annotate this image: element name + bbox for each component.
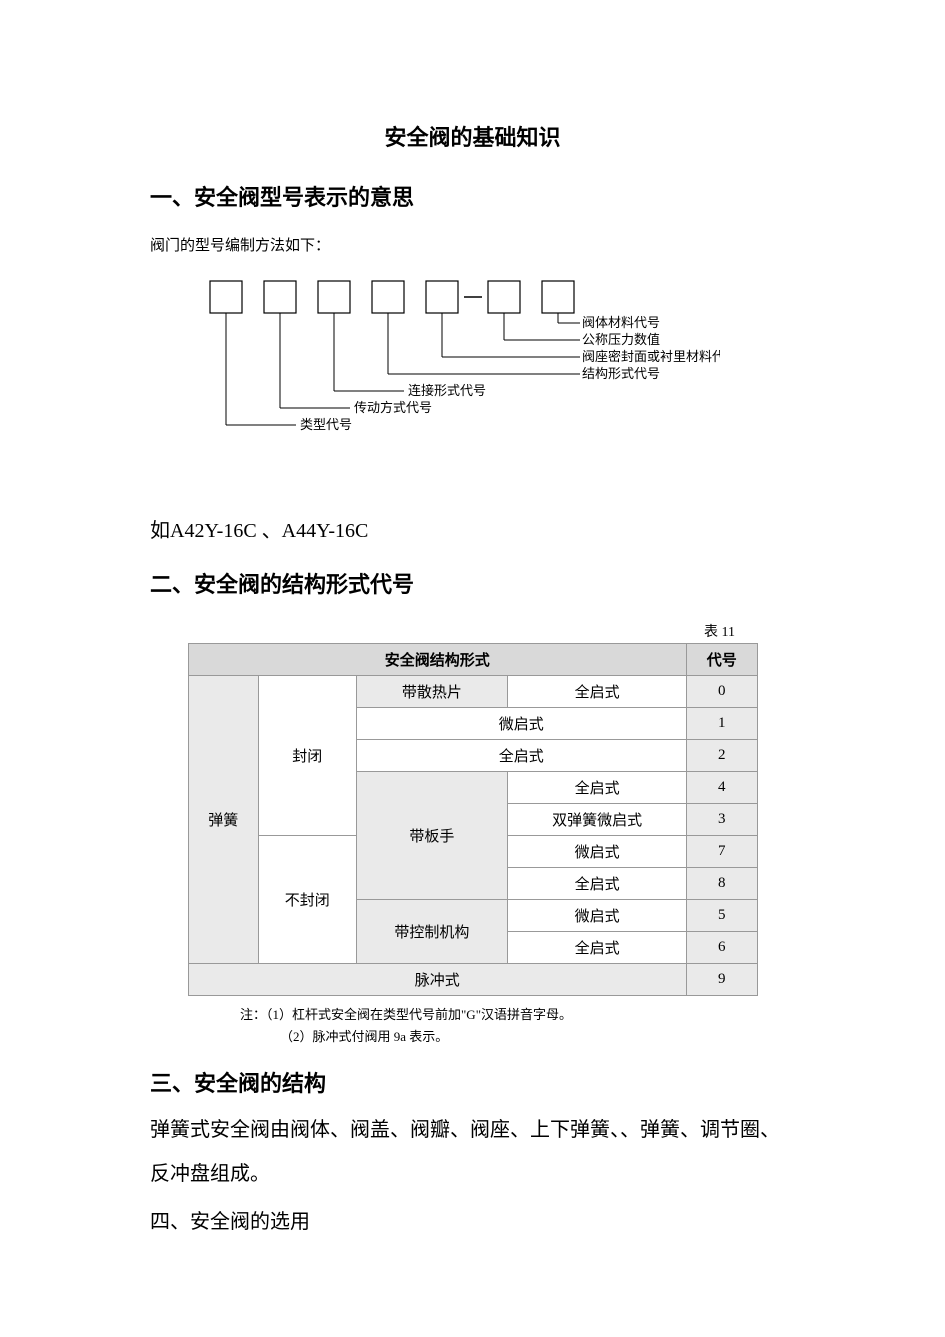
table-cell: 微启式	[508, 836, 687, 868]
svg-text:连接形式代号: 连接形式代号	[408, 383, 486, 398]
table-caption: 表 11	[150, 621, 795, 641]
table-cell: 全启式	[508, 868, 687, 900]
page-title: 安全阀的基础知识	[150, 120, 795, 152]
table-cell-code: 8	[687, 868, 757, 900]
table-header-right: 代号	[687, 644, 757, 676]
table-cell-code: 4	[687, 772, 757, 804]
table-header-left: 安全阀结构形式	[188, 644, 687, 676]
table-cell-wrench: 带板手	[356, 772, 508, 900]
section-1-intro: 阀门的型号编制方法如下：	[150, 234, 795, 255]
table-cell: 全启式	[508, 772, 687, 804]
table-cell-open: 不封闭	[258, 836, 356, 964]
table-cell-closed: 封闭	[258, 676, 356, 836]
svg-text:类型代号: 类型代号	[300, 417, 352, 432]
svg-text:阀座密封面或衬里材料代号: 阀座密封面或衬里材料代号	[582, 349, 720, 364]
structure-code-table: 安全阀结构形式 代号 弹簧 封闭 带散热片 全启式 0 微启式 1 全启式 2 …	[188, 643, 758, 996]
svg-text:公称压力数值: 公称压力数值	[582, 332, 660, 347]
example-text: 如A42Y-16C 、A44Y-16C	[150, 514, 795, 543]
table-cell-code: 0	[687, 676, 757, 708]
diagram-svg: 阀体材料代号公称压力数值阀座密封面或衬里材料代号结构形式代号连接形式代号传动方式…	[200, 273, 720, 483]
table-cell-code: 9	[687, 964, 757, 996]
table-cell-pulse: 脉冲式	[188, 964, 687, 996]
svg-text:阀体材料代号: 阀体材料代号	[582, 315, 660, 330]
table-cell: 全启式	[508, 676, 687, 708]
svg-text:传动方式代号: 传动方式代号	[354, 400, 432, 415]
table-cell-code: 7	[687, 836, 757, 868]
table-cell-spring: 弹簧	[188, 676, 258, 964]
section-3-heading: 三、安全阀的结构	[150, 1066, 795, 1098]
table-notes: 注：（1）杠杆式安全阀在类型代号前加"G"汉语拼音字母。 （2）脉冲式付阀用 9…	[240, 1004, 795, 1048]
table-cell: 全启式	[508, 932, 687, 964]
section-1-heading: 一、安全阀型号表示的意思	[150, 180, 795, 212]
table-cell: 微启式	[508, 900, 687, 932]
section-2-heading: 二、安全阀的结构形式代号	[150, 567, 795, 599]
section-3-body: 弹簧式安全阀由阀体、阀盖、阀瓣、阀座、上下弹簧、、弹簧、调节圈、反冲盘组成。	[150, 1108, 795, 1196]
svg-text:结构形式代号: 结构形式代号	[582, 366, 660, 381]
model-number-diagram: 阀体材料代号公称压力数值阀座密封面或衬里材料代号结构形式代号连接形式代号传动方式…	[200, 273, 720, 488]
table-cell: 全启式	[356, 740, 687, 772]
table-cell: 微启式	[356, 708, 687, 740]
table-cell-control: 带控制机构	[356, 900, 508, 964]
table-cell: 双弹簧微启式	[508, 804, 687, 836]
table-cell-code: 2	[687, 740, 757, 772]
table-cell: 带散热片	[356, 676, 508, 708]
table-cell-code: 5	[687, 900, 757, 932]
section-4-heading: 四、安全阀的选用	[150, 1200, 795, 1244]
table-cell-code: 1	[687, 708, 757, 740]
note-2: （2）脉冲式付阀用 9a 表示。	[280, 1026, 795, 1048]
note-1: 注：（1）杠杆式安全阀在类型代号前加"G"汉语拼音字母。	[240, 1004, 795, 1026]
table-cell-code: 6	[687, 932, 757, 964]
document-page: 安全阀的基础知识 一、安全阀型号表示的意思 阀门的型号编制方法如下： 阀体材料代…	[0, 0, 945, 1284]
table-cell-code: 3	[687, 804, 757, 836]
